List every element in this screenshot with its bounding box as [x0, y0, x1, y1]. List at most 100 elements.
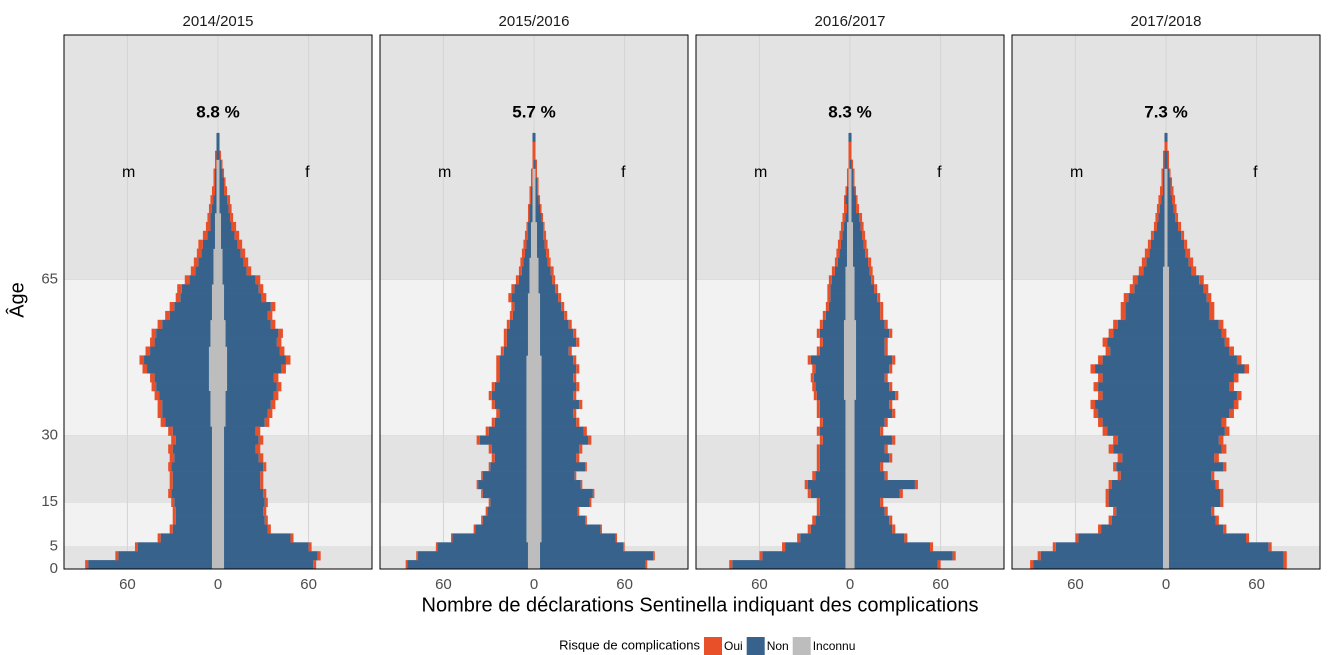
bar: [276, 337, 282, 347]
bar: [1120, 471, 1163, 481]
bar: [850, 408, 855, 418]
bar: [526, 399, 534, 410]
bar: [851, 213, 860, 223]
bar: [874, 284, 878, 294]
bar: [573, 328, 577, 338]
bar: [526, 480, 534, 490]
bar: [822, 337, 844, 347]
bar: [538, 257, 548, 267]
bar: [526, 453, 534, 463]
bar: [1164, 230, 1166, 240]
bar: [499, 408, 527, 418]
bar: [172, 480, 212, 490]
bar: [168, 426, 173, 436]
bar: [532, 213, 534, 223]
x-tick-label: 60: [751, 576, 768, 593]
bar: [848, 141, 850, 151]
bar: [843, 204, 847, 214]
bar: [219, 159, 222, 169]
bar: [850, 515, 855, 525]
bar: [800, 533, 846, 543]
bar: [845, 515, 850, 525]
bar: [884, 319, 888, 329]
bar: [1030, 560, 1034, 570]
bar: [538, 266, 551, 276]
bar: [812, 515, 816, 525]
bar: [534, 213, 536, 223]
bar: [1214, 453, 1219, 463]
bar: [1164, 141, 1166, 151]
bar: [850, 542, 855, 552]
bar: [1128, 293, 1163, 303]
bar: [177, 284, 182, 294]
bar: [224, 462, 264, 472]
bar: [822, 319, 844, 329]
bar: [816, 453, 820, 463]
bar: [219, 204, 229, 214]
bar: [494, 453, 527, 463]
bar: [1102, 355, 1163, 365]
bar: [218, 462, 225, 472]
bar: [782, 542, 786, 552]
bar: [1166, 257, 1168, 267]
bar: [822, 310, 826, 321]
bar: [1102, 426, 1108, 436]
bar: [270, 302, 276, 312]
bar: [846, 186, 849, 196]
bar: [1166, 408, 1170, 418]
bar: [1162, 266, 1166, 276]
bar: [278, 328, 283, 338]
bar: [1162, 560, 1166, 570]
bar: [144, 355, 209, 365]
bar: [854, 444, 885, 454]
bar: [172, 426, 212, 436]
bar: [1095, 364, 1163, 374]
bar: [816, 328, 820, 338]
bar: [218, 284, 225, 294]
bar: [540, 551, 654, 561]
bar: [1169, 382, 1230, 392]
bar: [526, 488, 534, 499]
bar: [494, 417, 527, 427]
bar: [1166, 168, 1168, 178]
bar: [1169, 168, 1171, 178]
bar: [550, 266, 554, 276]
bar: [1162, 480, 1166, 490]
bar: [889, 364, 893, 374]
bar: [729, 560, 733, 570]
bar: [544, 239, 548, 249]
bar: [1268, 542, 1272, 552]
bar: [1113, 435, 1118, 445]
bar: [205, 221, 211, 232]
bar: [899, 488, 903, 499]
bar: [534, 462, 542, 472]
bar: [524, 248, 531, 258]
x-tick-label: 60: [1248, 576, 1265, 593]
bar: [827, 293, 831, 303]
bar: [541, 453, 577, 463]
bar: [193, 257, 199, 267]
bar: [1169, 480, 1216, 490]
bar: [267, 408, 273, 418]
bar: [797, 533, 801, 543]
bar: [532, 195, 534, 205]
bar: [202, 239, 215, 249]
bar: [576, 364, 580, 374]
bar: [530, 239, 534, 249]
bar: [816, 497, 820, 507]
bar: [526, 506, 534, 516]
bar: [210, 337, 218, 347]
bar: [1098, 524, 1102, 534]
bar: [1166, 373, 1170, 383]
bar: [850, 506, 855, 516]
bar: [481, 471, 483, 481]
bar: [227, 346, 280, 356]
bar: [279, 346, 285, 356]
y-axis-label: Âge: [5, 282, 28, 318]
bar: [1164, 204, 1166, 214]
bar: [540, 204, 542, 214]
bar: [263, 462, 267, 472]
bar: [848, 132, 850, 143]
bar: [207, 230, 215, 240]
